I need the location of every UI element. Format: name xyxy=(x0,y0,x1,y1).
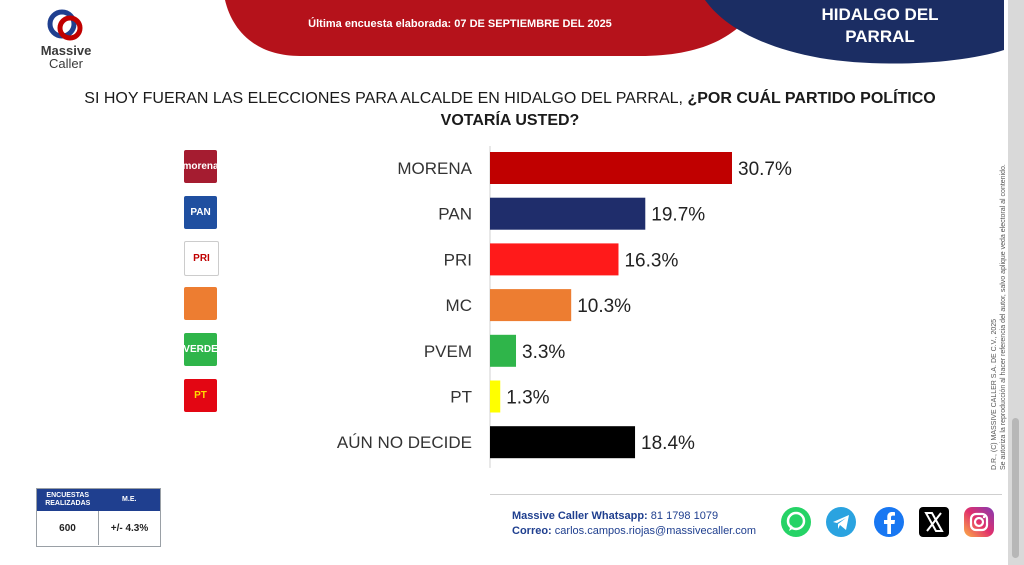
value-label: 1.3% xyxy=(506,388,549,409)
survey-stats-table: ENCUESTAS REALIZADAS M.E. 600 +/- 4.3% xyxy=(36,488,161,547)
category-label: AÚN NO DECIDE xyxy=(337,433,472,452)
telegram-icon[interactable] xyxy=(825,506,857,538)
email-address[interactable]: carlos.campos.riojas@massivecaller.com xyxy=(554,525,757,537)
category-label: PRI xyxy=(444,250,472,269)
pt-logo-text: PT xyxy=(194,389,207,401)
stats-header: ENCUESTAS REALIZADAS M.E. xyxy=(37,489,160,511)
margin-error-value: +/- 4.3% xyxy=(110,522,149,534)
pri-logo: PRI xyxy=(184,241,219,277)
bar-pt xyxy=(490,380,501,413)
bar-pan xyxy=(490,197,646,230)
morena-logo: morena xyxy=(184,150,217,183)
category-label: PVEM xyxy=(424,342,472,361)
legal-note-line2: Se autoriza la reproducción al hacer ref… xyxy=(1000,164,1007,470)
value-label: 19.7% xyxy=(651,205,705,226)
scrollbar-thumb[interactable] xyxy=(1012,418,1019,558)
stats-values: 600 +/- 4.3% xyxy=(37,511,160,545)
pri-logo-text: PRI xyxy=(193,253,210,265)
survey-date: Última encuesta elaborada: 07 DE SEPTIEM… xyxy=(308,18,612,30)
brand-name-line1: Massive xyxy=(40,43,92,58)
instagram-icon[interactable] xyxy=(963,506,995,538)
survey-question: SI HOY FUERAN LAS ELECCIONES PARA ALCALD… xyxy=(60,88,960,132)
whatsapp-line: Massive Caller Whatsapp: 81 1798 1079 xyxy=(512,509,756,524)
bar-a-n-no-decide xyxy=(490,426,636,459)
category-label: PT xyxy=(450,388,472,407)
margin-error-header: M.E. xyxy=(122,496,137,503)
value-label: 30.7% xyxy=(738,159,792,180)
surveys-header: ENCUESTAS REALIZADAS xyxy=(45,492,91,507)
pan-logo-text: PAN xyxy=(190,206,211,218)
chat-bubble-icon xyxy=(47,9,83,41)
category-label: MC xyxy=(446,296,472,315)
red-banner-shape xyxy=(225,0,760,56)
facebook-icon[interactable] xyxy=(873,506,905,538)
vote-intention-chart: MORENA 30.7% PAN 19.7% PRI 16.3% MC 10.3% PVEM 3.… xyxy=(337,146,792,468)
legal-note: D.R., (C) MASSIVE CALLER S.A. DE C.V., 2… xyxy=(990,110,1008,470)
region-title: HIDALGO DEL PARRAL xyxy=(821,5,939,46)
bar-mc xyxy=(490,289,572,322)
value-label: 10.3% xyxy=(577,296,631,317)
value-label: 16.3% xyxy=(624,250,678,271)
pvem-logo-text: VERDE xyxy=(184,343,217,355)
value-label: 18.4% xyxy=(641,433,695,454)
surveys-value: 600 xyxy=(37,511,99,545)
pvem-logo: VERDE xyxy=(184,332,217,366)
navy-banner-shape xyxy=(705,0,1004,64)
mc-logo xyxy=(184,287,217,321)
top-banner xyxy=(225,0,1004,64)
bar-pri xyxy=(490,243,619,276)
question-part1: SI HOY FUERAN LAS ELECCIONES PARA ALCALD… xyxy=(84,90,683,107)
bar-pvem xyxy=(490,334,517,367)
category-label: MORENA xyxy=(397,159,472,178)
whatsapp-number[interactable]: 81 1798 1079 xyxy=(650,510,719,522)
bar-morena xyxy=(490,152,732,184)
morena-logo-text: morena xyxy=(184,161,217,172)
massive-caller-logo: Massive Caller xyxy=(30,6,102,74)
whatsapp-label: Massive Caller Whatsapp: xyxy=(512,510,648,522)
email-label: Correo: xyxy=(512,525,552,537)
email-line: Correo: carlos.campos.riojas@massivecall… xyxy=(512,524,756,539)
legal-note-line1: D.R., (C) MASSIVE CALLER S.A. DE C.V., 2… xyxy=(991,318,998,470)
whatsapp-icon[interactable] xyxy=(780,506,812,538)
pan-logo: PAN xyxy=(184,195,217,229)
footer-divider xyxy=(490,494,1002,495)
pt-logo: PT xyxy=(184,378,217,412)
contact-info: Massive Caller Whatsapp: 81 1798 1079 Co… xyxy=(512,509,756,539)
window-scrollbar[interactable] xyxy=(1008,0,1024,565)
brand-name-line2: Caller xyxy=(49,56,83,71)
question-part2: ¿POR CUÁL PARTIDO POLÍTICO VOTARÍA USTED… xyxy=(440,90,936,129)
category-label: PAN xyxy=(438,205,472,224)
x-icon[interactable] xyxy=(918,506,950,538)
value-label: 3.3% xyxy=(522,342,565,363)
